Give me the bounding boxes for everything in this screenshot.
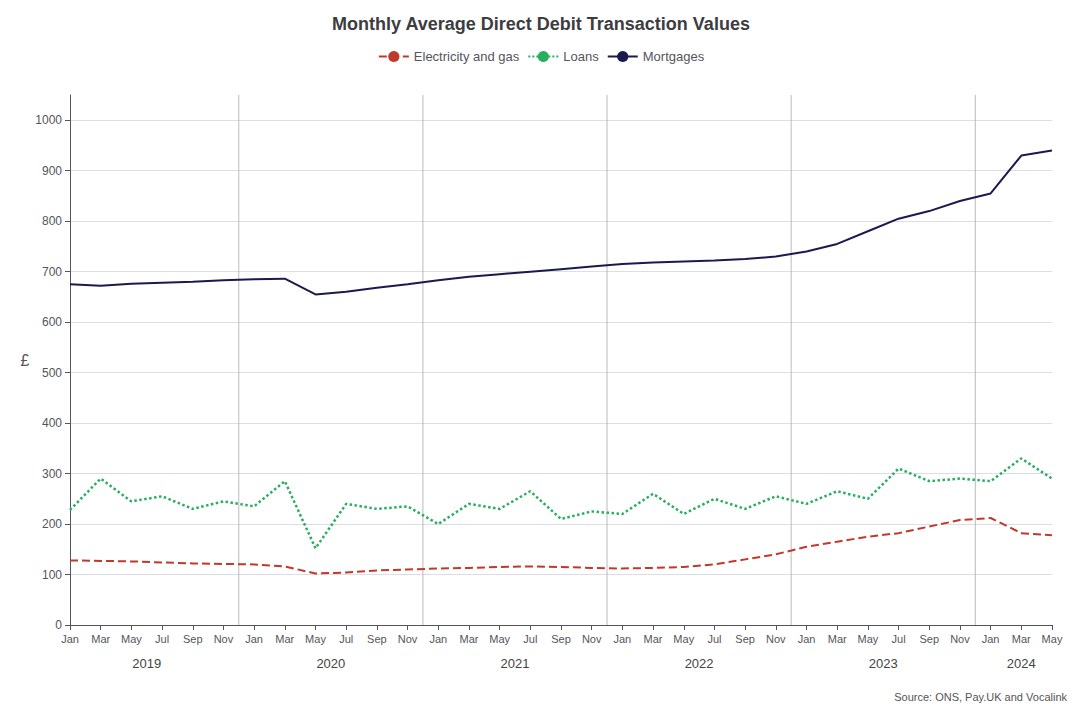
svg-text:Source: ONS, Pay.UK and Vocali: Source: ONS, Pay.UK and Vocalink [894, 691, 1067, 703]
svg-text:Monthly Average Direct Debit T: Monthly Average Direct Debit Transaction… [332, 14, 750, 34]
svg-text:Mar: Mar [459, 633, 478, 645]
svg-text:Nov: Nov [398, 633, 418, 645]
svg-text:Sep: Sep [919, 633, 939, 645]
svg-text:Jul: Jul [892, 633, 906, 645]
svg-text:Mar: Mar [644, 633, 663, 645]
svg-text:300: 300 [42, 467, 62, 481]
svg-text:May: May [673, 633, 694, 645]
svg-text:0: 0 [55, 618, 62, 632]
svg-text:Mar: Mar [91, 633, 110, 645]
svg-text:Sep: Sep [367, 633, 387, 645]
svg-text:Jan: Jan [798, 633, 816, 645]
svg-text:Electricity and gas: Electricity and gas [414, 49, 520, 64]
svg-text:400: 400 [42, 416, 62, 430]
svg-text:900: 900 [42, 164, 62, 178]
svg-text:2024: 2024 [1007, 656, 1036, 671]
svg-text:Jan: Jan [614, 633, 632, 645]
svg-text:Nov: Nov [766, 633, 786, 645]
svg-text:May: May [305, 633, 326, 645]
svg-text:2021: 2021 [501, 656, 530, 671]
svg-text:Sep: Sep [183, 633, 203, 645]
svg-text:2019: 2019 [132, 656, 161, 671]
svg-text:Nov: Nov [582, 633, 602, 645]
svg-text:May: May [489, 633, 510, 645]
svg-text:Jan: Jan [61, 633, 79, 645]
svg-text:Nov: Nov [214, 633, 234, 645]
svg-text:Jan: Jan [245, 633, 263, 645]
svg-text:2020: 2020 [316, 656, 345, 671]
svg-text:Jan: Jan [429, 633, 447, 645]
svg-text:Mar: Mar [828, 633, 847, 645]
svg-text:Jul: Jul [707, 633, 721, 645]
svg-text:Mortgages: Mortgages [643, 49, 705, 64]
svg-text:May: May [1042, 633, 1063, 645]
svg-text:800: 800 [42, 214, 62, 228]
svg-text:600: 600 [42, 315, 62, 329]
svg-text:1000: 1000 [35, 113, 62, 127]
svg-text:Jul: Jul [523, 633, 537, 645]
svg-text:100: 100 [42, 568, 62, 582]
svg-text:May: May [857, 633, 878, 645]
svg-text:Loans: Loans [563, 49, 599, 64]
svg-text:£: £ [20, 352, 29, 369]
svg-text:700: 700 [42, 265, 62, 279]
svg-text:Mar: Mar [1012, 633, 1031, 645]
svg-text:Jul: Jul [155, 633, 169, 645]
svg-text:Jan: Jan [982, 633, 1000, 645]
svg-text:200: 200 [42, 517, 62, 531]
svg-text:2022: 2022 [685, 656, 714, 671]
svg-text:500: 500 [42, 366, 62, 380]
svg-text:2023: 2023 [869, 656, 898, 671]
svg-text:Mar: Mar [275, 633, 294, 645]
svg-text:Jul: Jul [339, 633, 353, 645]
svg-text:Nov: Nov [950, 633, 970, 645]
svg-text:May: May [121, 633, 142, 645]
svg-text:Sep: Sep [551, 633, 571, 645]
svg-text:Sep: Sep [735, 633, 755, 645]
